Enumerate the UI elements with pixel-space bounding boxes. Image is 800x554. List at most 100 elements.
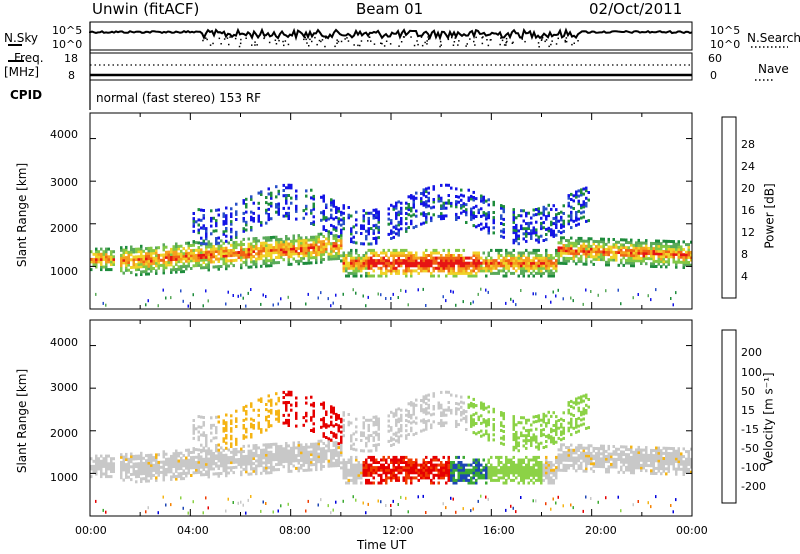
power-cell-upper [567,201,570,205]
velocity-cell [202,465,205,469]
power-cell [577,249,580,253]
velocity-cell [157,471,160,475]
power-cell [145,265,148,268]
velocity-cell [140,477,143,481]
power-cell-upper [467,188,470,192]
power-cell [230,243,233,247]
velocity-cell [350,463,353,467]
velocity-cell [185,461,188,465]
velocity-cell-upper [192,419,195,422]
power-cell-upper [537,240,540,244]
velocity-cell [577,456,580,460]
nsky-dot [410,36,412,38]
power-cell [580,236,583,240]
power-cell-upper [312,197,315,201]
power-cell [305,249,308,252]
power-cell [212,252,215,256]
velocity-cell-upper [370,434,373,437]
power-cell [550,259,553,263]
power-cell [520,266,523,270]
velocity-cell [512,471,515,475]
velocity-cell [337,453,340,457]
power-cell-upper [455,195,458,198]
velocity-cell [547,466,550,470]
velocity-cell-upper [445,390,448,394]
velocity-cell [362,466,365,470]
power-cell [527,259,530,263]
power-cell-upper [415,224,418,228]
velocity-cell [100,462,103,466]
velocity-cell [375,466,378,470]
power-cell-upper [405,227,408,231]
velocity-cell [95,462,98,466]
velocity-near-cell [162,495,164,499]
power-cell [97,257,100,261]
velocity-cell-upper [230,429,233,433]
nsky-dot [474,44,476,46]
power-cell [307,259,310,262]
power-cell [452,264,455,268]
power-cell-upper [520,224,523,228]
power-cell-upper [527,211,530,215]
power-cell [90,257,93,261]
power-cell [545,256,548,260]
power-cell-upper [407,203,410,206]
velocity-cell-upper [322,424,325,428]
power-cell [530,264,533,268]
velocity-cell-upper [535,445,538,449]
velocity-near-cell [367,502,369,506]
velocity-cell [200,473,203,477]
power-near-cell [470,302,472,306]
nsearch-label: N.Search [747,31,800,45]
power-cell [565,262,568,265]
power-cell [582,247,585,251]
velocity-cell [487,473,490,477]
velocity-near-cell [247,498,249,502]
power-cell [205,258,208,262]
power-cell-upper [440,212,443,216]
power-cell [570,251,573,255]
velocity-cell [257,454,260,458]
power-cell-upper [325,206,328,209]
velocity-cell-upper [225,436,228,440]
velocity-cell [375,461,378,464]
velocity-cell [500,461,503,464]
velocity-near-cell [570,503,572,507]
velocity-cell-upper [587,426,590,430]
velocity-cell-upper [250,417,253,421]
power-cell [297,254,300,258]
power-cell-upper [330,203,333,207]
power-cell [255,237,258,240]
velocity-cell [205,455,208,459]
velocity-cell [240,457,243,461]
power-cell-upper [367,232,370,236]
velocity-cell [302,463,305,467]
velocity-cell [447,466,450,470]
velocity-cell [460,476,463,480]
power-cell [290,239,293,243]
power-cell [177,252,180,256]
nsky-dot [284,40,287,42]
power-near-cell [332,301,334,305]
power-cell [582,242,585,246]
power-cell [352,259,355,263]
power-cell [275,240,278,244]
power-cell-upper [422,201,425,205]
power-cell-upper [465,213,468,217]
power-cell [560,249,563,252]
velocity-cell-upper [575,402,578,406]
velocity-near-cell [590,497,592,500]
power-cell-upper [427,196,430,200]
velocity-cell [267,453,270,457]
power-cell [195,248,198,252]
velocity-cell [600,462,603,466]
power-cell-upper [462,194,465,198]
power-cell [200,256,203,260]
power-cell-upper [585,219,588,223]
power-cell-upper [577,194,580,198]
velocity-cell [597,465,600,468]
power-cell [470,256,473,260]
velocity-cell-upper [360,449,363,453]
power-near-cell [385,297,387,300]
velocity-cell [287,452,290,455]
